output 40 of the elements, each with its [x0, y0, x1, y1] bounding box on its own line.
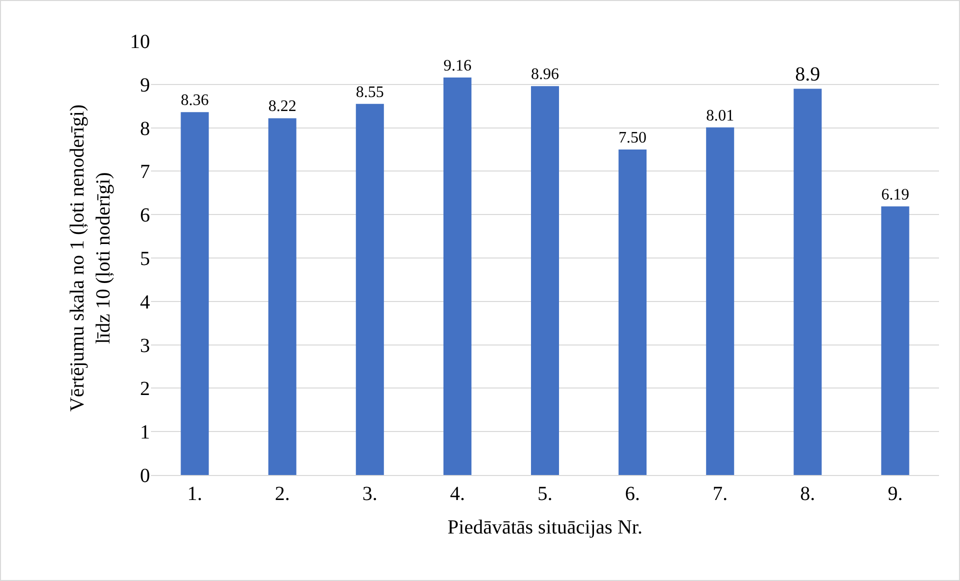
data-label: 8.9 — [795, 64, 820, 86]
bar — [356, 104, 384, 475]
x-tick-label: 8. — [800, 483, 816, 505]
data-label: 8.01 — [706, 107, 734, 124]
bar — [881, 206, 910, 475]
x-tick-label: 7. — [712, 483, 728, 505]
y-tick-label: 4 — [140, 291, 150, 314]
y-tick-label: 7 — [140, 161, 150, 184]
y-tick-label: 1 — [140, 422, 150, 444]
x-axis-title: Piedāvātās situācijas Nr. — [448, 516, 642, 538]
data-label: 9.16 — [443, 57, 472, 74]
bar — [706, 127, 734, 475]
y-tick-label: 0 — [140, 465, 150, 487]
bar — [618, 150, 647, 475]
x-tick-label: 6. — [625, 483, 640, 505]
x-tick-label: 2. — [274, 483, 290, 505]
data-label: 8.96 — [531, 66, 559, 84]
x-tick-label: 3. — [362, 483, 378, 505]
y-tick-label: 9 — [140, 74, 150, 96]
bar — [180, 112, 209, 475]
x-tick-label: 9. — [888, 483, 903, 505]
x-tick-label: 5. — [538, 483, 552, 505]
bar — [268, 118, 296, 475]
y-tick-label: 10 — [130, 31, 150, 53]
x-tick-label: 4. — [450, 483, 465, 505]
data-label: 7.50 — [618, 130, 647, 146]
bar — [443, 77, 472, 475]
data-label: 8.55 — [356, 84, 384, 101]
y-tick-label: 3 — [140, 334, 150, 357]
y-axis-title: Vērtējumu skala no 1 (ļoti nenoderīgi) līdz 10 (ļoti noderīgi) — [66, 104, 114, 412]
y-tick-label: 6 — [140, 204, 150, 227]
data-label: 8.22 — [268, 98, 296, 116]
y-tick-label: 2 — [140, 378, 150, 400]
data-label: 6.19 — [881, 186, 910, 204]
y-tick-label: 5 — [140, 248, 150, 270]
x-tick-label: 1. — [187, 483, 202, 505]
data-label: 8.36 — [180, 92, 209, 110]
y-tick-label: 8 — [140, 118, 150, 140]
bar — [530, 86, 560, 475]
bar — [794, 88, 822, 475]
